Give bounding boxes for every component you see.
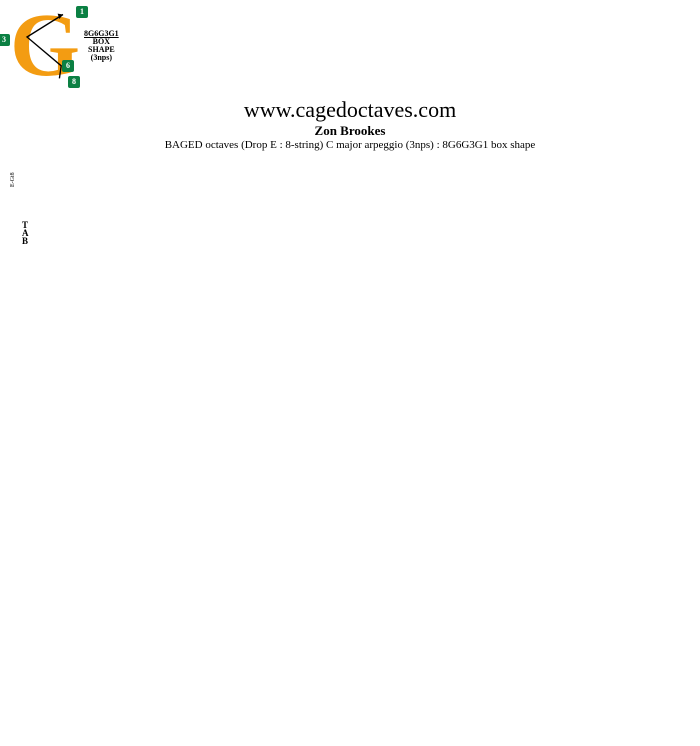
page: G 1 3 6 8 8G6G3G1 BOX SHAPE (3nps) www.c…: [0, 0, 700, 277]
tab-label: TAB: [22, 221, 29, 245]
site-url: www.cagedoctaves.com: [10, 97, 690, 123]
shape-label: 8G6G3G1 BOX SHAPE (3nps): [84, 30, 119, 62]
tuning-label: E-Gt8: [10, 172, 16, 187]
logo-box: G 1 3 6 8 8G6G3G1 BOX SHAPE (3nps): [10, 10, 140, 82]
top-row: G 1 3 6 8 8G6G3G1 BOX SHAPE (3nps): [10, 10, 690, 82]
tab: [40, 214, 680, 254]
notation-block: E-Gt8 TAB: [10, 159, 690, 259]
author: Zon Brookes: [10, 123, 690, 139]
staff: [40, 169, 680, 209]
subtitle: BAGED octaves (Drop E : 8-string) C majo…: [10, 139, 690, 151]
header: www.cagedoctaves.com Zon Brookes BAGED o…: [10, 97, 690, 151]
shape-letter: G 1 3 6 8: [10, 10, 80, 82]
